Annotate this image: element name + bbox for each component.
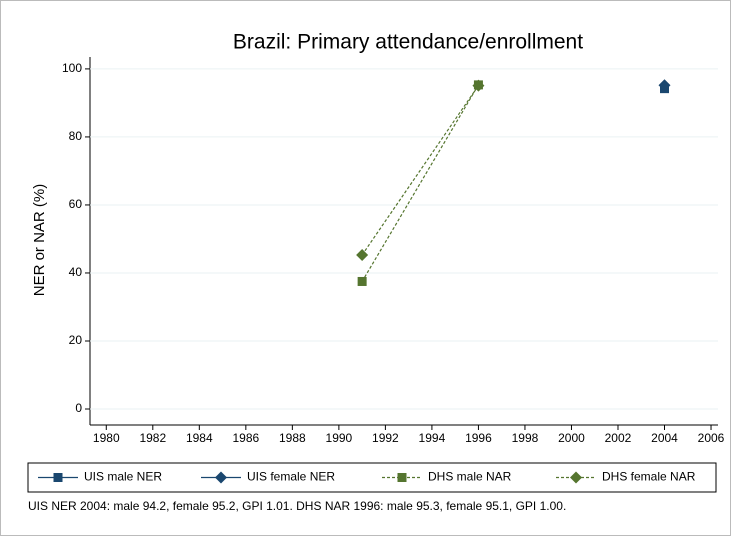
legend-box: [27, 462, 717, 493]
legend-label: UIS female NER: [247, 470, 335, 484]
note: UIS NER 2004: male 94.2, female 95.2, GP…: [28, 499, 566, 513]
y-axis-label: NER or NAR (%): [31, 184, 48, 297]
x-tick-label: 2004: [651, 431, 678, 445]
x-tick-label: 1986: [232, 431, 259, 445]
x-tick-label: 2002: [605, 431, 632, 445]
legend-marker: [570, 471, 582, 484]
legend-marker: [397, 473, 407, 482]
x-tick-label: 1988: [279, 431, 306, 445]
x-tick-label: 1996: [465, 431, 492, 445]
y-tick-label: 20: [69, 333, 83, 347]
x-tick-label: 2000: [558, 431, 585, 445]
series-line: [361, 85, 479, 256]
y-tick-label: 80: [69, 129, 83, 143]
legend-marker: [215, 471, 227, 484]
legend-label: UIS male NER: [84, 470, 162, 484]
x-tick-label: 2006: [698, 431, 725, 445]
legend-marker: [53, 473, 63, 482]
marker: [357, 276, 367, 286]
legend-label: DHS male NAR: [428, 470, 512, 484]
x-tick-label: 1980: [93, 431, 120, 445]
marker: [472, 79, 485, 92]
y-tick-label: 0: [75, 401, 82, 415]
marker: [658, 79, 671, 92]
x-tick-label: 1998: [512, 431, 539, 445]
x-tick-label: 1982: [139, 431, 166, 445]
x-tick-label: 1990: [326, 431, 353, 445]
y-tick-label: 40: [69, 265, 83, 279]
x-tick-label: 1994: [419, 431, 446, 445]
x-tick-label: 1992: [372, 431, 399, 445]
marker: [356, 248, 369, 261]
y-tick-label: 100: [62, 61, 82, 75]
series-line: [361, 84, 479, 282]
chart-title: Brazil: Primary attendance/enrollment: [233, 31, 583, 54]
y-tick-label: 60: [69, 197, 83, 211]
legend-label: DHS female NAR: [602, 470, 696, 484]
x-tick-label: 1984: [186, 431, 213, 445]
